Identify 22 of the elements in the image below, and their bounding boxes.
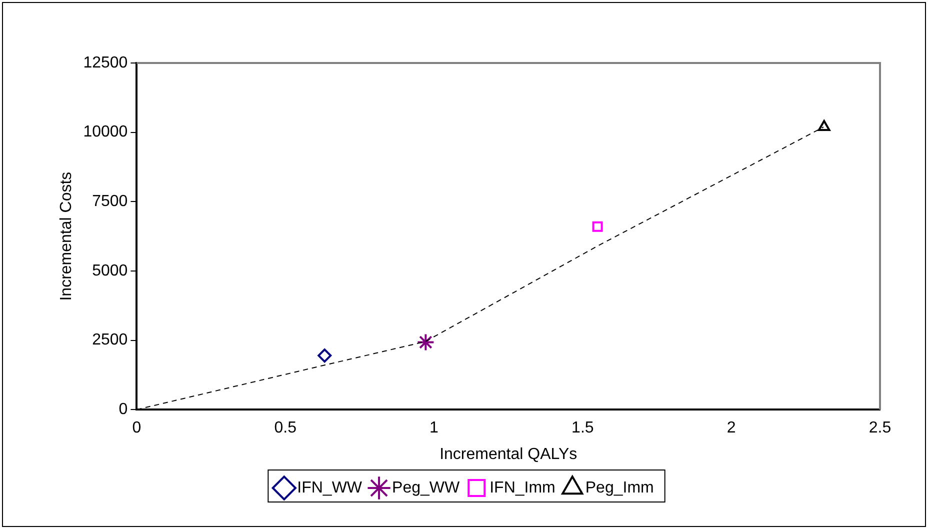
y-tick-label: 5000 [92, 262, 128, 280]
x-tick-label: 1.5 [572, 420, 594, 437]
x-tick-label: 0.5 [274, 420, 297, 437]
point [318, 348, 332, 363]
legend-label: Peg_WW [392, 479, 460, 496]
x-tick-label: 0 [132, 420, 142, 437]
y-tick-label: 7500 [92, 193, 128, 210]
x-axis-title: Incremental QALYs [440, 446, 578, 463]
legend-label: IFN_WW [297, 479, 363, 496]
x-tick-label: 2 [726, 420, 736, 437]
y-tick-label: 0 [118, 401, 128, 418]
point [416, 333, 435, 352]
y-tick-label: 2500 [92, 332, 128, 349]
legend-label: Peg_Imm [585, 479, 654, 496]
y-tick-label: 10000 [83, 124, 128, 141]
x-tick-label: 2.5 [868, 420, 892, 437]
point [818, 120, 830, 132]
y-axis-title: Incremental Costs [58, 172, 76, 301]
x-tick-label: 1 [430, 420, 439, 437]
point [592, 221, 603, 232]
legend-label: IFN_Imm [490, 479, 556, 496]
y-tick-label: 12500 [83, 54, 128, 72]
